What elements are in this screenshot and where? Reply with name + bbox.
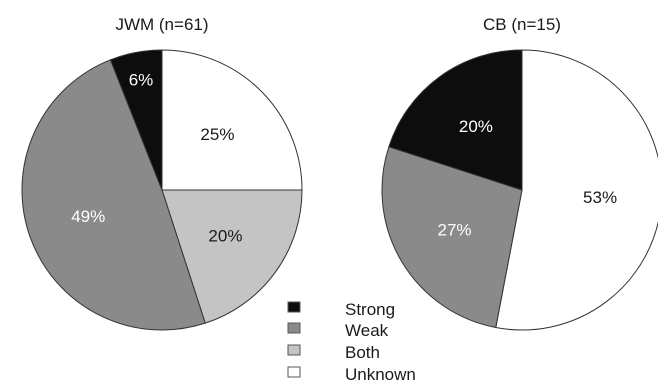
pie-slice-jwm-weak [21, 59, 206, 331]
legend-label-both: Both [345, 343, 380, 362]
legend-item-unknown: Unknown [287, 365, 416, 384]
legend-item-strong: Strong [287, 300, 395, 319]
chart-title-cb: CB (n=15) [483, 15, 561, 34]
legend-swatch-both [287, 344, 301, 356]
slice-label-jwm-strong: 6% [129, 70, 154, 89]
pie-slice-cb-weak [381, 146, 523, 329]
legend-label-strong: Strong [345, 300, 395, 319]
slice-label-jwm-both: 20% [208, 227, 242, 246]
slice-label-jwm-unknown: 25% [200, 125, 234, 144]
slice-label-cb-strong: 20% [459, 117, 493, 136]
legend-swatch-unknown [287, 366, 301, 378]
legend-swatch-strong [287, 301, 301, 313]
pie-chart-cb: CB (n=15) 53% 27% 20% [381, 15, 658, 331]
pie-slice-jwm-unknown [161, 49, 303, 191]
slice-label-jwm-weak: 49% [71, 207, 105, 226]
pie-slice-cb-strong [388, 49, 523, 191]
chart-legend: Strong Weak Both Unknown [287, 300, 416, 384]
legend-item-weak: Weak [287, 321, 389, 340]
pie-slice-jwm-both [161, 189, 303, 324]
legend-label-unknown: Unknown [345, 365, 416, 384]
legend-label-weak: Weak [345, 321, 389, 340]
slice-label-cb-weak: 27% [438, 220, 472, 239]
legend-item-both: Both [287, 343, 380, 362]
pie-slice-jwm-strong [109, 49, 163, 191]
pie-slice-cb-unknown [495, 49, 658, 331]
chart-title-jwm: JWM (n=61) [115, 15, 208, 34]
legend-swatch-weak [287, 322, 301, 334]
pie-chart-jwm: JWM (n=61) 25% 20% 49% 6% [21, 15, 303, 331]
slice-label-cb-unknown: 53% [583, 188, 617, 207]
